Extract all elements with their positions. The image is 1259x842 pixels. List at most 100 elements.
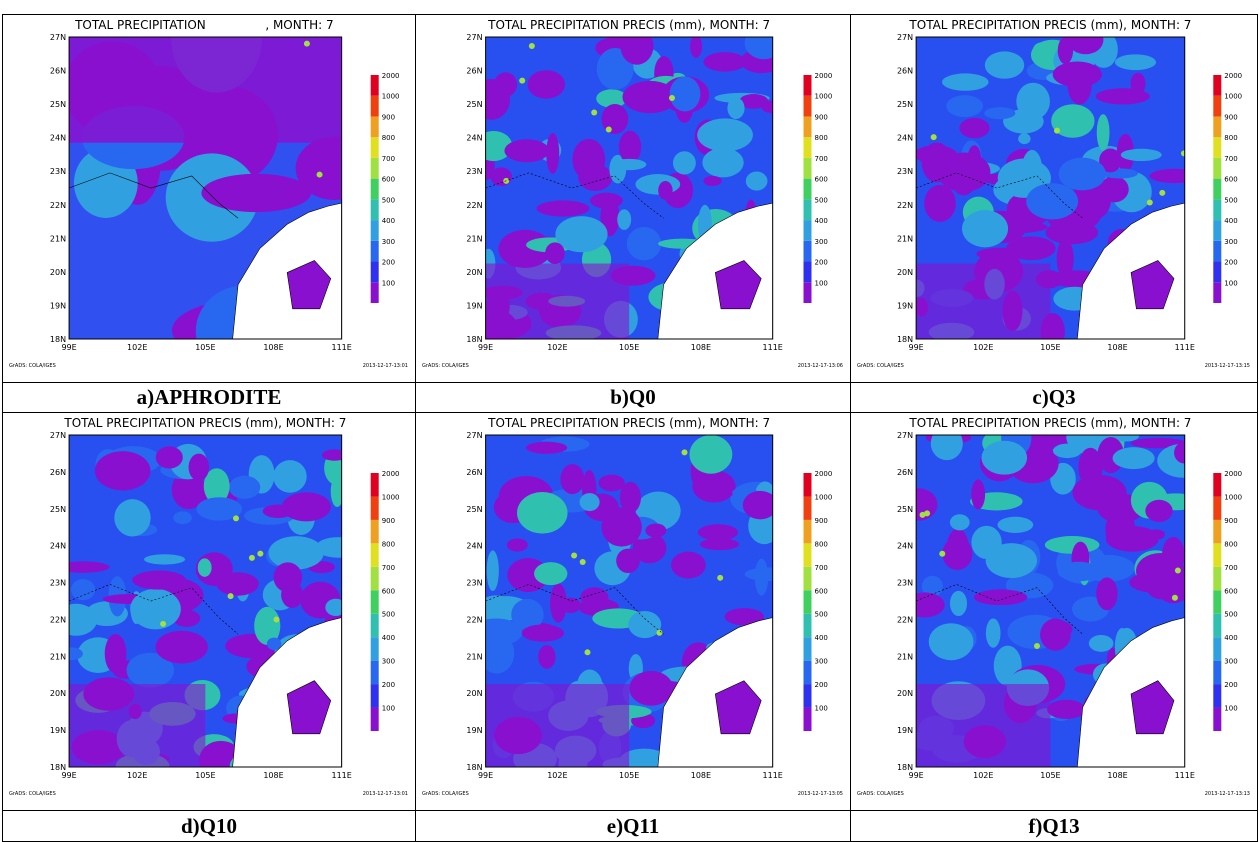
- colorbar-segment: [803, 282, 812, 303]
- colorbar-segment: [370, 496, 379, 520]
- colorbar-segment: [370, 613, 379, 638]
- precip-blob: [197, 558, 212, 577]
- lat-label: 24N: [50, 542, 66, 551]
- precip-blob: [1174, 441, 1185, 464]
- colorbar-segment: [370, 637, 379, 661]
- colorbar-label: 400: [815, 217, 828, 225]
- precip-blob: [959, 117, 990, 139]
- map-cell: TOTAL PRECIPITATION PRECIS (mm), MONTH: …: [850, 14, 1258, 383]
- colorbar-label: 500: [815, 611, 828, 619]
- precip-blob: [727, 97, 745, 120]
- map: TOTAL PRECIPITATION PRECIS (mm), MONTH: …: [422, 18, 843, 369]
- precip-blob: [203, 468, 230, 504]
- precip-peak: [717, 574, 724, 581]
- colorbar-segment: [370, 137, 379, 158]
- colorbar-segment: [1213, 240, 1222, 262]
- colorbar-segment: [370, 519, 379, 544]
- precip-blob: [1058, 157, 1106, 191]
- lat-label: 19N: [466, 301, 482, 310]
- precip-blob: [1044, 536, 1100, 554]
- border: [916, 584, 1083, 635]
- precip-blob: [173, 511, 192, 525]
- colorbar-segment: [803, 637, 812, 661]
- colorbar-label: 1000: [382, 493, 400, 501]
- lat-label: 18N: [466, 335, 482, 344]
- precip-peak: [1146, 199, 1153, 206]
- map: TOTAL PRECIPITATION , MONTH: 7 18N 19N 20N 21…: [9, 18, 408, 369]
- lon-label: 108E: [263, 343, 283, 352]
- colorbar-segment: [803, 684, 812, 708]
- colorbar-label: 400: [1224, 217, 1237, 225]
- lat-label: 27N: [897, 33, 913, 42]
- caption: b)Q0: [415, 382, 851, 413]
- precip-blob: [600, 196, 620, 237]
- precip-peak: [656, 629, 663, 636]
- colorbar-segment: [803, 178, 812, 200]
- colorbar-segment: [1213, 75, 1222, 96]
- precip-blob: [1040, 618, 1071, 651]
- caption: d)Q10: [2, 810, 416, 842]
- precip-blob: [555, 216, 608, 253]
- colorbar-label: 2000: [1224, 470, 1242, 478]
- colorbar-label: 100: [815, 279, 828, 287]
- precip-blob: [761, 100, 773, 114]
- lon-label: 99E: [909, 343, 924, 352]
- precip-peak: [668, 94, 675, 101]
- lat-label: 26N: [897, 67, 913, 76]
- colorbar-segment: [1213, 684, 1222, 708]
- map: TOTAL PRECIPITATION PRECIS (mm), MONTH: …: [422, 416, 843, 797]
- colorbar-segment: [370, 178, 379, 200]
- precip-blob: [689, 435, 733, 474]
- precip-blob: [1120, 148, 1162, 162]
- colorbar-label: 2000: [382, 470, 400, 478]
- precip-blob: [617, 209, 632, 230]
- precip-peak: [233, 515, 240, 522]
- lat-label: 22N: [50, 615, 66, 624]
- precip-blob: [485, 595, 517, 625]
- map-field: [485, 37, 773, 339]
- colorbar-label: 2000: [815, 470, 833, 478]
- precip-peak: [1054, 127, 1061, 134]
- precip-blob: [1105, 526, 1159, 552]
- lon-label: 102E: [127, 771, 147, 780]
- precip-blob: [545, 242, 565, 265]
- map-cell: TOTAL PRECIPITATION PRECIS (mm), MONTH: …: [850, 412, 1258, 811]
- colorbar-label: 400: [382, 634, 395, 642]
- timestamp: 2013-12-17-13:01: [363, 363, 408, 369]
- precip-blob: [1099, 148, 1122, 173]
- colorbar-label: 300: [382, 238, 395, 246]
- footer: GrADS: COLA/IGES: [857, 791, 904, 797]
- lat-label: 23N: [466, 579, 482, 588]
- lat-label: 24N: [50, 134, 66, 143]
- map-cell: TOTAL PRECIPITATION PRECIS (mm), MONTH: …: [415, 412, 851, 811]
- colorbar-segment: [370, 157, 379, 179]
- precip-blob: [1032, 42, 1050, 64]
- colorbar-label: 600: [382, 176, 395, 184]
- precip-blob: [155, 446, 183, 469]
- colorbar-label: 700: [1224, 155, 1237, 163]
- precip-peak: [571, 552, 578, 559]
- colorbar-label: 800: [815, 134, 828, 142]
- map-cell: TOTAL PRECIPITATION PRECIS (mm), MONTH: …: [415, 14, 851, 383]
- lat-label: 20N: [897, 689, 913, 698]
- colorbar-segment: [1213, 220, 1222, 241]
- precip-blob: [1096, 577, 1118, 611]
- colorbar-label: 500: [382, 611, 395, 619]
- precip-blob: [130, 588, 181, 630]
- precip-blob: [985, 618, 1001, 648]
- precip-blob: [560, 464, 585, 495]
- precip-blob: [1096, 114, 1110, 151]
- precip-peak: [930, 134, 937, 141]
- colorbar-segment: [803, 95, 812, 117]
- precip-blob: [618, 130, 642, 164]
- precip-blob: [916, 592, 945, 618]
- precip-blob: [967, 145, 981, 171]
- lon-label: 111E: [1175, 771, 1195, 780]
- lat-label: 22N: [897, 201, 913, 210]
- precip-blob: [973, 589, 1028, 606]
- precip-blob: [1052, 443, 1082, 459]
- colorbar-label: 300: [815, 658, 828, 666]
- lat-label: 24N: [897, 542, 913, 551]
- border: [485, 172, 664, 219]
